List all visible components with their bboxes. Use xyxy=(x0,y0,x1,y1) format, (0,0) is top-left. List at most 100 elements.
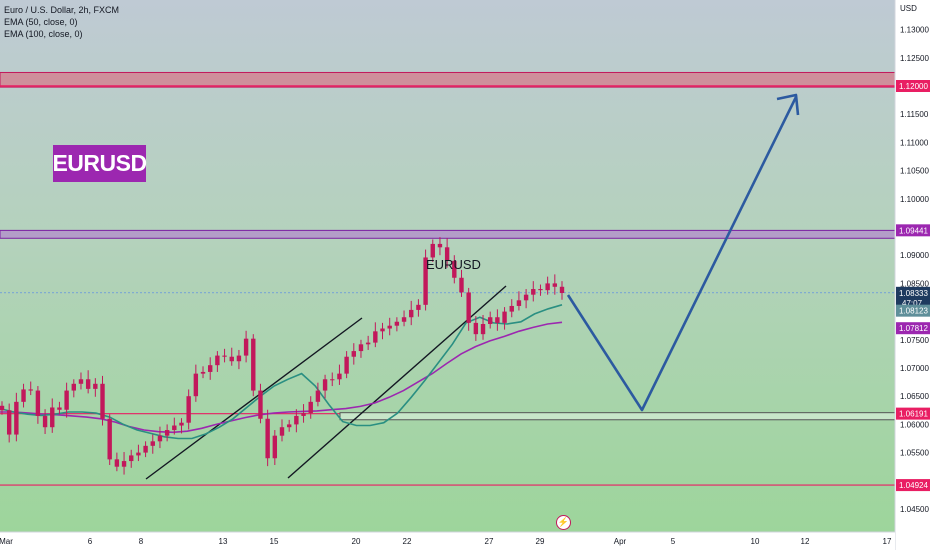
candle-body xyxy=(409,309,414,318)
candle-body xyxy=(423,257,428,305)
time-tick-label: Mar xyxy=(0,537,13,546)
time-tick-label: 17 xyxy=(883,537,892,546)
price-tick-label: 1.06500 xyxy=(900,392,929,401)
ema50-value-tag: 1.08123 xyxy=(899,307,928,316)
price-axis-ticks: 1.13000 1.12500 1.11500 1.11000 1.10500 1.100… xyxy=(900,26,929,514)
ema100-value-tag-bg xyxy=(896,322,930,335)
candle-body xyxy=(444,247,450,261)
candle-body xyxy=(394,321,400,326)
ema100-value-tag: 1.07812 xyxy=(899,324,928,333)
candle-series xyxy=(0,237,565,475)
candle-body xyxy=(186,396,191,423)
candle-body xyxy=(136,452,141,456)
candle-body xyxy=(21,389,26,402)
candle-body xyxy=(243,338,249,356)
candle-body xyxy=(78,379,84,384)
candle-body xyxy=(380,328,385,332)
resistance-high-tag: 1.12000 xyxy=(899,82,928,91)
candle-body xyxy=(473,322,479,335)
price-tick-label: 1.12500 xyxy=(900,54,929,63)
candle-body xyxy=(272,435,278,459)
price-tick-label: 1.11000 xyxy=(900,138,929,147)
candle-body xyxy=(172,425,177,431)
candle-body xyxy=(215,355,220,366)
candle-body xyxy=(143,445,148,453)
time-tick-label: 6 xyxy=(88,537,93,546)
candle-body xyxy=(28,389,33,391)
resistance-zone-mid xyxy=(0,229,896,239)
candle-body xyxy=(430,243,435,258)
candle-body xyxy=(531,289,536,295)
resistance-mid-tag: 1.09441 xyxy=(899,226,928,235)
time-tick-label: 15 xyxy=(270,537,279,546)
time-tick-label: 10 xyxy=(751,537,760,546)
support-tag-bg xyxy=(896,407,930,420)
support-tag: 1.06191 xyxy=(899,410,928,419)
candle-body xyxy=(552,283,558,287)
current-price-tag-bg xyxy=(896,286,930,308)
candle-body xyxy=(50,407,55,428)
candle-body xyxy=(251,338,256,391)
candle-body xyxy=(401,317,407,322)
candle-body xyxy=(315,390,321,402)
candle-body xyxy=(523,294,529,301)
price-tick-label: 1.10500 xyxy=(900,167,929,176)
projection-arrowhead xyxy=(776,93,800,116)
candle-body xyxy=(129,455,134,462)
time-tick-label: 8 xyxy=(139,537,144,546)
lightning-icon[interactable]: ⚡ xyxy=(556,515,571,530)
candle-body xyxy=(437,243,443,248)
ema100-legend[interactable]: EMA (100, close, 0) xyxy=(4,29,83,39)
candle-body xyxy=(466,292,471,323)
candle-body xyxy=(459,277,464,293)
candle-body xyxy=(258,390,263,419)
candle-body xyxy=(545,283,550,291)
time-tick-label: 29 xyxy=(536,537,545,546)
ema100-line xyxy=(0,321,563,434)
candle-body xyxy=(452,260,457,278)
price-tick-label: 1.10000 xyxy=(900,195,929,204)
candle-body xyxy=(330,379,335,381)
candle-body xyxy=(538,289,543,291)
time-tick-label: 5 xyxy=(671,537,676,546)
currency-label: USD xyxy=(900,4,917,13)
candle-body xyxy=(57,407,62,410)
price-tick-label: 1.07500 xyxy=(900,336,929,345)
candle-body xyxy=(502,311,507,323)
candle-body xyxy=(208,365,213,372)
price-tick-label: 1.05500 xyxy=(900,449,929,458)
candle-body xyxy=(200,371,206,374)
candle-body xyxy=(337,373,342,380)
candle-body xyxy=(179,422,184,426)
ema50-value-tag-bg xyxy=(896,304,930,317)
symbol-title[interactable]: Euro / U.S. Dollar, 2h, FXCM xyxy=(4,5,120,15)
time-tick-label: 13 xyxy=(219,537,228,546)
candle-body xyxy=(35,390,41,416)
candle-body xyxy=(6,410,12,435)
candle-body xyxy=(64,390,69,410)
ema50-legend[interactable]: EMA (50, close, 0) xyxy=(4,17,78,27)
candle-body xyxy=(294,415,299,425)
candle-body xyxy=(509,305,514,312)
candle-body xyxy=(322,379,328,391)
time-tick-label: 22 xyxy=(403,537,412,546)
chart-watermark-label: EURUSD xyxy=(426,257,481,272)
price-tick-label: 1.09000 xyxy=(900,251,929,260)
resistance-zone-high xyxy=(0,71,896,88)
price-tick-label: 1.06000 xyxy=(900,420,929,429)
candle-body xyxy=(100,383,105,419)
candle-body xyxy=(387,325,392,329)
candle-body xyxy=(42,415,48,428)
chart-legend: Euro / U.S. Dollar, 2h, FXCM EMA (50, cl… xyxy=(4,4,119,40)
candle-body xyxy=(516,300,522,306)
candle-body xyxy=(365,342,371,345)
time-tick-label: 12 xyxy=(801,537,810,546)
price-tick-label: 1.13000 xyxy=(900,26,929,35)
candle-body xyxy=(14,401,19,435)
candle-body xyxy=(164,430,170,436)
candle-body xyxy=(114,459,120,467)
candle-body xyxy=(301,413,306,416)
candle-body xyxy=(480,324,486,335)
candle-body xyxy=(236,355,242,362)
